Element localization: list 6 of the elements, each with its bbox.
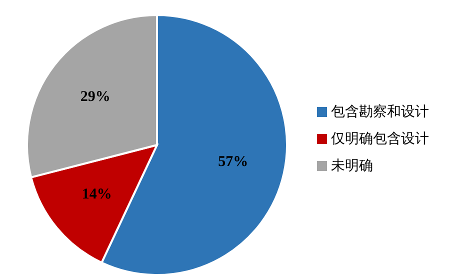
legend-label: 仅明确包含设计 <box>331 131 429 147</box>
legend-label: 包含勘察和设计 <box>331 104 429 120</box>
data-label: 29% <box>80 89 110 106</box>
legend-label: 未明确 <box>331 158 373 174</box>
data-label: 14% <box>82 186 112 203</box>
data-label: 57% <box>218 154 248 170</box>
